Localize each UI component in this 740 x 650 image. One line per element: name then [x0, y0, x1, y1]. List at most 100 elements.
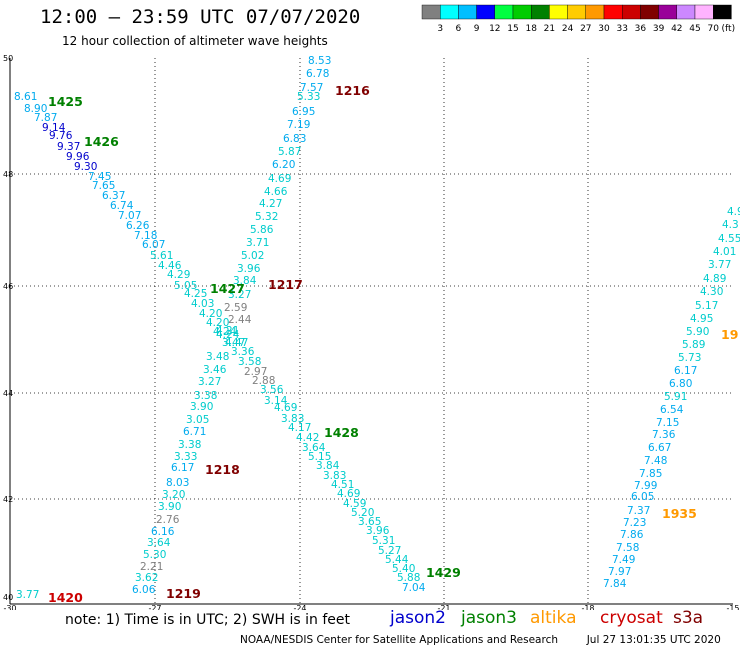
wave-height-point: 6.71 [183, 426, 206, 438]
wave-height-point: 3.90 [190, 401, 213, 413]
lat-label: 40 [3, 593, 13, 602]
wave-height-point: 5.15 [308, 451, 331, 463]
wave-height-point: 5.31 [372, 535, 395, 547]
legend-label: 33 [616, 24, 627, 34]
wave-height-point: 5.33 [297, 91, 320, 103]
credit-line: NOAA/NESDIS Center for Satellite Applica… [240, 634, 721, 646]
wave-height-point: 3.77 [708, 259, 731, 271]
wave-height-point: 7.07 [118, 210, 141, 222]
wave-height-point: 2.44 [228, 314, 252, 326]
wave-height-point: 5.27 [378, 545, 401, 557]
legend-label: 70 [707, 24, 719, 34]
legend-label: 18 [525, 24, 537, 34]
wave-height-point: 3.96 [237, 263, 261, 275]
wave-height-point: 6.06 [132, 584, 156, 596]
wave-height-point: 7.36 [652, 429, 676, 441]
wave-height-point: 6.37 [102, 190, 125, 202]
lon-label: -18 [581, 604, 594, 610]
legend-label: 3 [437, 24, 443, 34]
wave-height-point: 4.51 [331, 479, 354, 491]
wave-height-point: 4.66 [264, 186, 288, 198]
wave-height-point: 2.97 [244, 366, 267, 378]
wave-height-point: 7.97 [608, 566, 631, 578]
wave-height-point: 3.46 [203, 364, 227, 376]
wave-height-point: 7.49 [612, 554, 635, 566]
wave-height-point: 3.33 [174, 451, 197, 463]
wave-height-point: 5.88 [397, 572, 420, 584]
wave-height-point: 9.96 [66, 151, 90, 163]
wave-height-point: 6.26 [126, 220, 150, 232]
satellite-altika: altika [530, 608, 577, 628]
wave-height-point: 9.14 [42, 122, 66, 134]
pass-time-label: 1935 [662, 506, 697, 521]
wave-height-point: 2.21 [140, 561, 163, 573]
satellite-jason3: jason3 [461, 608, 517, 628]
wave-height-point: 7.18 [134, 230, 157, 242]
wave-height-point: 2.88 [252, 375, 275, 387]
generated-timestamp: Jul 27 13:01:35 UTC 2020 [586, 634, 721, 646]
wave-height-point: 8.53 [308, 55, 331, 67]
units-note: note: 1) Time is in UTC; 2) SWH is in fe… [65, 612, 351, 628]
pass-time-label: 1429 [426, 565, 461, 580]
wave-height-point: 7.87 [34, 112, 57, 124]
track-b: 8.536.78 7.575.33 6.957.19 6.835.876.20 4.69… [132, 55, 331, 596]
wave-height-point: 3.38 [194, 390, 217, 402]
wave-height-point: 4.42 [296, 432, 319, 444]
wave-height-point: 4.95 [690, 313, 713, 325]
wave-height-point: 9.30 [74, 161, 97, 173]
legend-label: 15 [507, 24, 518, 34]
wave-height-point: 3.84 [233, 275, 257, 287]
lat-label: 50 [3, 54, 13, 63]
lon-label: -27 [148, 604, 161, 610]
satellite-s3a: s3a [673, 608, 704, 628]
lon-label: -15 [726, 604, 739, 610]
wave-height-point: 8.03 [166, 477, 189, 489]
wave-height-point: 3.27 [198, 376, 221, 388]
wave-height-point: 3.27 [228, 289, 251, 301]
wave-height-point: 6.16 [151, 526, 175, 538]
wave-height-point: 5.89 [682, 339, 705, 351]
wave-height-point: 3.47 [222, 337, 245, 349]
pass-time-label: 1428 [324, 425, 359, 440]
wave-height-point: 3.62 [135, 572, 158, 584]
legend-label: 36 [635, 24, 647, 34]
legend-swatch [713, 4, 732, 20]
wave-height-point: 4.20 [199, 308, 222, 320]
wave-height-point: 4.24 [216, 329, 240, 341]
wave-height-point: 7.85 [639, 468, 662, 480]
lat-label: 46 [3, 282, 13, 291]
wave-height-point: 4.24 [213, 326, 237, 338]
wave-height-point: 3.05 [186, 414, 209, 426]
satellite-jason2: jason2 [390, 608, 446, 628]
pass-time-label: 1425 [48, 94, 83, 109]
lat-label: 48 [3, 170, 13, 179]
wave-height-point: 9.37 [57, 141, 80, 153]
wave-height-point: 4.69 [274, 402, 297, 414]
wave-height-point: 5.17 [695, 300, 718, 312]
pass-time-label: 1420 [48, 590, 83, 605]
wave-height-point: 5.73 [678, 352, 701, 364]
wave-height-point: 3.20 [162, 489, 185, 501]
wave-height-point: 4.9 [727, 206, 740, 218]
wave-height-point: 5.87 [278, 146, 301, 158]
wave-height-point: 3.65 [358, 516, 381, 528]
wave-height-point: 8.90 [24, 103, 47, 115]
wave-height-point: 7.45 [88, 171, 111, 183]
wave-height-point: 4.25 [184, 288, 207, 300]
wave-height-point: 4.59 [343, 498, 366, 510]
legend-label: 27 [580, 24, 591, 34]
wave-height-point: 5.86 [250, 224, 274, 236]
track-a: 8.618.907.879.149.769.379.969.307.457.65… [14, 91, 426, 594]
wave-height-point: 7.48 [644, 455, 667, 467]
wave-height-point: 3.90 [158, 501, 181, 513]
wave-height-point: 6.54 [660, 404, 684, 416]
wave-height-point: 8.61 [14, 91, 37, 103]
pass-time-label: 19 [721, 327, 738, 342]
wave-height-point: 5.91 [664, 391, 687, 403]
wave-height-point: 6.05 [631, 491, 654, 503]
credit-text: NOAA/NESDIS Center for Satellite Applica… [240, 634, 558, 646]
legend-label: 21 [544, 24, 555, 34]
wave-height-point: 5.32 [255, 211, 278, 223]
wave-height-point: 4.47 [225, 337, 248, 349]
legend-label: 39 [653, 24, 665, 34]
